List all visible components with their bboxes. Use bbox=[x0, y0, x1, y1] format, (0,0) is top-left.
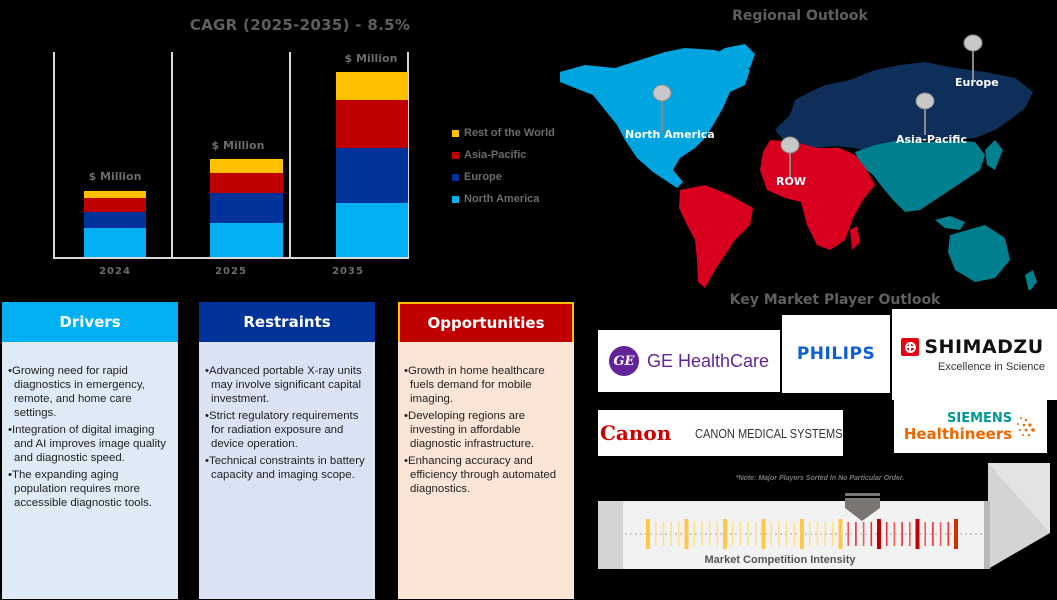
restraints-panel: Restraints Advanced portable X-ray units… bbox=[199, 302, 375, 599]
legend-swatch bbox=[452, 129, 459, 137]
legend-label: Europe bbox=[464, 171, 502, 183]
segment-rest-of-world bbox=[84, 191, 146, 198]
key-players-title: Key Market Player Outlook bbox=[729, 292, 941, 308]
drivers-header: Drivers bbox=[2, 302, 178, 342]
segment-north-america bbox=[336, 203, 408, 257]
legend-label: Rest of the World bbox=[464, 127, 555, 139]
region-north-america bbox=[560, 48, 750, 188]
canon-medical-wordmark: CANON MEDICAL SYSTEMS bbox=[695, 425, 843, 441]
x-tick-label: 2024 bbox=[99, 266, 131, 277]
logo-siemens-healthineers: SIEMENS Healthineers bbox=[894, 400, 1047, 453]
segment-europe bbox=[210, 193, 283, 223]
logo-ge-healthcare: GE GE HealthCare bbox=[598, 330, 780, 392]
bar-data-label: $ Million bbox=[344, 52, 398, 65]
legend-swatch bbox=[452, 151, 459, 159]
drivers-body: Growing need for rapid diagnostics in em… bbox=[2, 342, 178, 599]
map-label-europe: Europe bbox=[955, 76, 999, 89]
logo-philips: PHILIPS bbox=[782, 315, 890, 393]
bar-data-label: $ Million bbox=[211, 139, 265, 152]
map-title: Regional Outlook bbox=[732, 8, 868, 24]
intensity-marker-icon bbox=[845, 498, 880, 521]
region-south-america bbox=[679, 185, 753, 288]
gridline bbox=[289, 52, 291, 258]
shimadzu-wordmark: SHIMADZU bbox=[924, 336, 1044, 358]
opportunity-item: Growth in home healthcare fuels demand f… bbox=[404, 364, 568, 406]
segment-europe bbox=[84, 212, 146, 228]
legend-item-north-america: North America bbox=[452, 188, 555, 210]
philips-wordmark: PHILIPS bbox=[796, 344, 876, 364]
siemens-wordmark: SIEMENS bbox=[947, 410, 1013, 426]
world-map bbox=[560, 34, 1037, 290]
driver-item: Integration of digital imaging and AI im… bbox=[8, 423, 172, 465]
intensity-label: Market Competition Intensity bbox=[705, 554, 857, 566]
healthineers-wordmark: Healthineers bbox=[903, 424, 1013, 443]
players-note: *Note: Major Players Sorted In No Partic… bbox=[735, 475, 905, 482]
logo-canon-medical: Canon CANON MEDICAL SYSTEMS bbox=[598, 410, 843, 456]
segment-asia-pacific bbox=[336, 100, 408, 148]
opportunity-item: Enhancing accuracy and efficiency throug… bbox=[404, 454, 568, 496]
segment-asia-pacific bbox=[84, 198, 146, 212]
restraints-header: Restraints bbox=[199, 302, 375, 342]
segment-asia-pacific bbox=[210, 173, 283, 193]
bar-2025 bbox=[210, 159, 283, 257]
gridline bbox=[53, 52, 55, 258]
restraint-item: Technical constraints in battery capacit… bbox=[205, 454, 369, 482]
bar-data-label: $ Million bbox=[88, 170, 142, 183]
ge-wordmark: GE HealthCare bbox=[646, 350, 770, 371]
x-tick-label: 2035 bbox=[332, 266, 364, 277]
segment-north-america bbox=[210, 223, 283, 257]
map-pin-icon bbox=[963, 34, 983, 80]
map-label-asia-pacific: Asia-Pacific bbox=[896, 133, 967, 146]
healthineers-dots-icon bbox=[1017, 416, 1035, 436]
legend-swatch bbox=[452, 195, 459, 203]
chart-title: CAGR (2025-2035) - 8.5% bbox=[189, 16, 411, 34]
legend-item-europe: Europe bbox=[452, 166, 555, 188]
x-tick-label: 2025 bbox=[215, 266, 247, 277]
ge-monogram-icon: GE bbox=[608, 346, 639, 376]
legend-item-rest-of-world: Rest of the World bbox=[452, 122, 555, 144]
region-row bbox=[760, 140, 875, 250]
canon-wordmark: Canon bbox=[600, 421, 672, 445]
opportunities-panel: Opportunities Growth in home healthcare … bbox=[398, 302, 574, 599]
intensity-ticks bbox=[646, 519, 958, 549]
opportunities-body: Growth in home healthcare fuels demand f… bbox=[398, 342, 574, 599]
gridline bbox=[171, 52, 173, 258]
restraint-item: Advanced portable X-ray units may involv… bbox=[205, 364, 369, 406]
legend-swatch bbox=[452, 173, 459, 181]
chart-legend: Rest of the World Asia-Pacific Europe No… bbox=[452, 122, 555, 210]
drivers-panel: Drivers Growing need for rapid diagnosti… bbox=[2, 302, 178, 599]
competition-intensity-scale: Market Competition Intensity bbox=[598, 463, 1050, 569]
map-pin-icon bbox=[780, 136, 800, 178]
shimadzu-tagline: Excellence in Science bbox=[937, 361, 1045, 373]
segment-rest-of-world bbox=[336, 72, 408, 100]
bar-2035 bbox=[336, 72, 408, 257]
opportunities-header: Opportunities bbox=[398, 302, 574, 342]
segment-north-america bbox=[84, 228, 146, 257]
map-label-north-america: North America bbox=[625, 128, 715, 141]
opportunity-item: Developing regions are investing in affo… bbox=[404, 409, 568, 451]
map-pin-icon bbox=[915, 92, 935, 135]
restraints-body: Advanced portable X-ray units may involv… bbox=[199, 342, 375, 599]
region-asia-pacific bbox=[855, 140, 985, 212]
bar-2024 bbox=[84, 191, 146, 257]
shimadzu-emblem-icon bbox=[901, 338, 920, 356]
legend-item-asia-pacific: Asia-Pacific bbox=[452, 144, 555, 166]
segment-europe bbox=[336, 148, 408, 203]
map-pin-icon bbox=[652, 84, 672, 133]
logo-shimadzu: SHIMADZU Excellence in Science bbox=[892, 309, 1057, 400]
legend-label: Asia-Pacific bbox=[464, 149, 527, 161]
x-axis-line bbox=[53, 257, 409, 259]
driver-item: Growing need for rapid diagnostics in em… bbox=[8, 364, 172, 420]
legend-label: North America bbox=[464, 193, 540, 205]
restraint-item: Strict regulatory requirements for radia… bbox=[205, 409, 369, 451]
segment-rest-of-world bbox=[210, 159, 283, 173]
map-label-row: ROW bbox=[776, 175, 806, 188]
gridline bbox=[407, 52, 409, 258]
region-europe-russia bbox=[775, 62, 1033, 154]
driver-item: The expanding aging population requires … bbox=[8, 468, 172, 510]
